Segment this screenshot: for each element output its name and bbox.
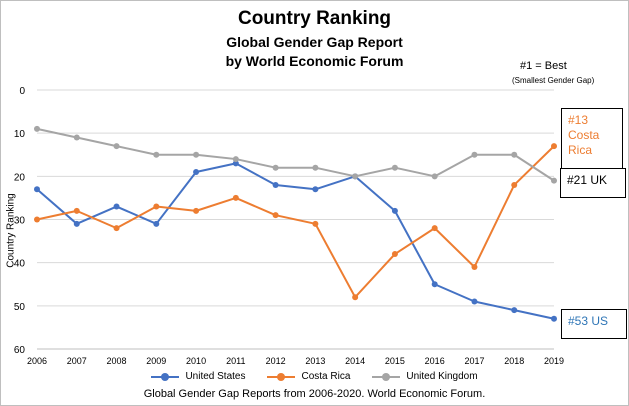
- x-tick-label-2009: 2009: [146, 356, 166, 366]
- data-point-costa-rica-2011: [232, 194, 239, 201]
- y-tick-label-30: 30: [14, 216, 26, 227]
- data-point-united-kingdom-2018: [511, 151, 518, 158]
- x-tick-label-2013: 2013: [305, 356, 325, 366]
- data-point-united-kingdom-2016: [431, 173, 438, 180]
- data-point-united-kingdom-2008: [113, 143, 120, 150]
- x-tick-label-2008: 2008: [107, 356, 127, 366]
- data-point-costa-rica-2008: [113, 225, 120, 232]
- uk-callout: #21 UK: [560, 168, 626, 198]
- data-point-united-states-2016: [431, 281, 438, 288]
- data-point-costa-rica-2013: [312, 220, 319, 227]
- data-point-costa-rica-2019: [551, 143, 557, 150]
- legend-swatch-united-kingdom: [372, 372, 401, 382]
- best-rank-note: #1 = Best: [520, 60, 567, 72]
- series-line-costa-rica: [36, 145, 555, 299]
- data-point-costa-rica-2007: [73, 207, 80, 214]
- data-point-united-states-2012: [272, 181, 279, 188]
- chart-legend: United States Costa Rica United Kingdom: [0, 371, 629, 382]
- costa-rica-callout-line-2: Costa: [568, 128, 600, 142]
- us-callout: #53 US: [561, 309, 627, 339]
- x-tick-label-2011: 2011: [226, 356, 245, 366]
- data-point-united-kingdom-2019: [551, 177, 557, 184]
- legend-item-costa-rica: Costa Rica: [267, 371, 350, 382]
- y-tick-label-40: 40: [14, 259, 26, 270]
- data-point-costa-rica-2016: [431, 225, 438, 232]
- chart-subtitle-line-1: Global Gender Gap Report: [226, 34, 403, 50]
- legend-swatch-costa-rica: [267, 372, 296, 382]
- data-point-united-states-2018: [511, 307, 518, 314]
- x-tick-label-2006: 2006: [27, 356, 47, 366]
- data-point-united-kingdom-2006: [34, 125, 40, 132]
- legend-label-costa-rica: Costa Rica: [301, 371, 351, 382]
- series-line-united-states: [36, 162, 555, 320]
- data-point-costa-rica-2015: [391, 251, 398, 258]
- x-tick-label-2010: 2010: [186, 356, 206, 366]
- x-tick-label-2012: 2012: [266, 356, 286, 366]
- data-point-costa-rica-2014: [352, 294, 359, 301]
- data-point-united-kingdom-2014: [352, 173, 359, 180]
- data-point-united-states-2017: [471, 298, 478, 305]
- y-tick-label-20: 20: [14, 172, 26, 183]
- data-point-united-kingdom-2011: [232, 156, 239, 163]
- data-point-united-states-2008: [113, 203, 120, 210]
- legend-item-united-kingdom: United Kingdom: [372, 371, 478, 382]
- legend-item-united-states: United States: [151, 371, 245, 382]
- data-point-costa-rica-2006: [34, 216, 40, 223]
- data-point-united-kingdom-2013: [312, 164, 319, 171]
- y-tick-label-10: 10: [14, 129, 26, 140]
- x-tick-label-2019: 2019: [544, 356, 564, 366]
- legend-label-united-kingdom: United Kingdom: [406, 371, 478, 382]
- costa-rica-callout-line-3: Rica: [568, 143, 593, 157]
- data-point-united-states-2015: [391, 207, 398, 214]
- data-point-united-states-2006: [34, 186, 40, 193]
- data-point-united-kingdom-2012: [272, 164, 279, 171]
- y-tick-label-60: 60: [14, 345, 26, 356]
- data-point-united-kingdom-2017: [471, 151, 478, 158]
- data-point-costa-rica-2018: [511, 181, 518, 188]
- x-tick-label-2016: 2016: [425, 356, 445, 366]
- data-point-united-states-2019: [551, 315, 557, 322]
- data-point-united-states-2007: [73, 220, 80, 227]
- data-point-united-kingdom-2009: [153, 151, 160, 158]
- data-point-united-kingdom-2015: [391, 164, 398, 171]
- y-tick-label-0: 0: [19, 86, 25, 97]
- data-point-united-kingdom-2007: [73, 134, 80, 141]
- data-point-costa-rica-2012: [272, 212, 279, 219]
- series-line-united-kingdom: [36, 127, 555, 182]
- x-tick-label-2017: 2017: [464, 356, 484, 366]
- data-point-united-states-2013: [312, 186, 319, 193]
- chart-footer-source: Global Gender Gap Reports from 2006-2020…: [143, 388, 486, 400]
- data-point-costa-rica-2017: [471, 263, 478, 270]
- y-tick-label-50: 50: [14, 302, 26, 313]
- x-tick-label-2014: 2014: [345, 356, 365, 366]
- x-tick-label-2007: 2007: [67, 356, 87, 366]
- legend-label-united-states: United States: [185, 371, 246, 382]
- costa-rica-callout-line-1: #13: [568, 113, 589, 127]
- data-point-united-states-2010: [193, 169, 200, 176]
- data-point-united-states-2011: [232, 160, 239, 167]
- data-point-costa-rica-2009: [153, 203, 160, 210]
- chart-title: Country Ranking: [237, 8, 392, 29]
- chart-subtitle-line-2: by World Economic Forum: [225, 53, 404, 69]
- x-tick-label-2018: 2018: [504, 356, 524, 366]
- data-point-costa-rica-2010: [193, 207, 200, 214]
- x-tick-label-2015: 2015: [385, 356, 405, 366]
- legend-swatch-united-states: [151, 372, 180, 382]
- best-rank-subnote: (Smallest Gender Gap): [512, 76, 595, 85]
- costa-rica-callout: #13 Costa Rica: [561, 108, 623, 174]
- data-point-united-kingdom-2010: [193, 151, 200, 158]
- data-point-united-states-2009: [153, 220, 160, 227]
